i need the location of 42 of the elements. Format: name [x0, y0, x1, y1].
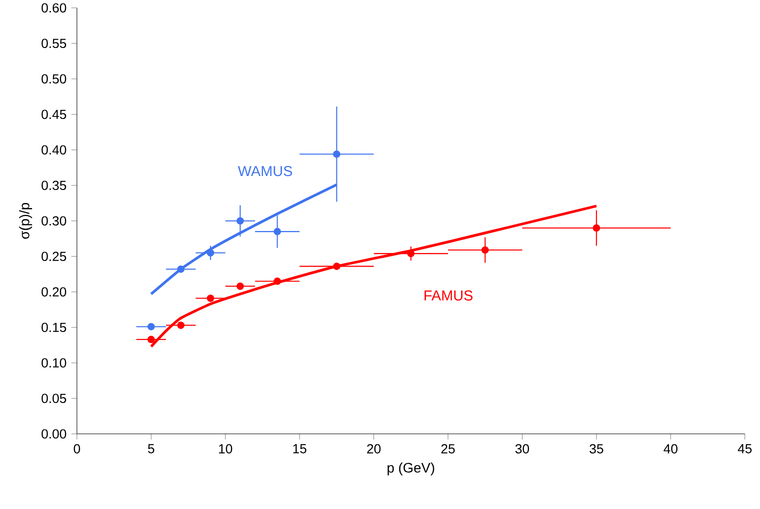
y-tick-label: 0.40: [42, 145, 66, 155]
point: [177, 322, 185, 330]
point: [592, 224, 600, 232]
x-tick-label: 30: [515, 444, 530, 454]
point: [177, 266, 185, 273]
y-tick-label: 0.20: [42, 287, 66, 297]
y-tick-label: 0.60: [42, 3, 66, 13]
point: [206, 249, 214, 257]
x-tick-label: 10: [219, 444, 232, 454]
y-tick-label: 0.50: [42, 74, 66, 84]
y-tick-label: 0.00: [42, 429, 66, 439]
point: [236, 217, 244, 225]
x-tick-label: 45: [738, 444, 752, 454]
text: FAMUS: [424, 290, 473, 301]
y-axis-title: σ(p)/p: [19, 203, 32, 239]
point: [147, 336, 155, 344]
point: [206, 294, 214, 302]
y-tick-label: 0.55: [42, 38, 66, 48]
point: [274, 228, 281, 236]
y-tick-label: 0.25: [42, 252, 66, 262]
x-tick-label: 40: [664, 444, 678, 454]
y-tick-label: 0.15: [42, 322, 66, 332]
point: [333, 150, 340, 158]
text: WAMUS: [238, 166, 292, 176]
y-tick-label: 0.10: [42, 358, 66, 368]
point: [274, 278, 281, 286]
y-tick-label: 0.05: [42, 394, 66, 404]
point: [481, 246, 489, 254]
x-tick-label: 35: [590, 444, 604, 454]
y-tick-label: 0.30: [42, 216, 66, 226]
x-tick-label: 0: [74, 444, 80, 454]
point: [236, 282, 244, 290]
line-series: [150, 204, 598, 348]
x-tick-label: 15: [293, 444, 306, 454]
y-tick-label: 0.45: [42, 110, 66, 120]
y-tick-label: 0.35: [42, 180, 66, 190]
point: [147, 323, 155, 330]
x-axis-title: p (GeV): [388, 462, 434, 476]
point: [333, 262, 340, 270]
x-tick-label: 20: [367, 444, 381, 454]
x-tick-label: 5: [148, 444, 154, 454]
x-tick-label: 25: [441, 444, 455, 454]
